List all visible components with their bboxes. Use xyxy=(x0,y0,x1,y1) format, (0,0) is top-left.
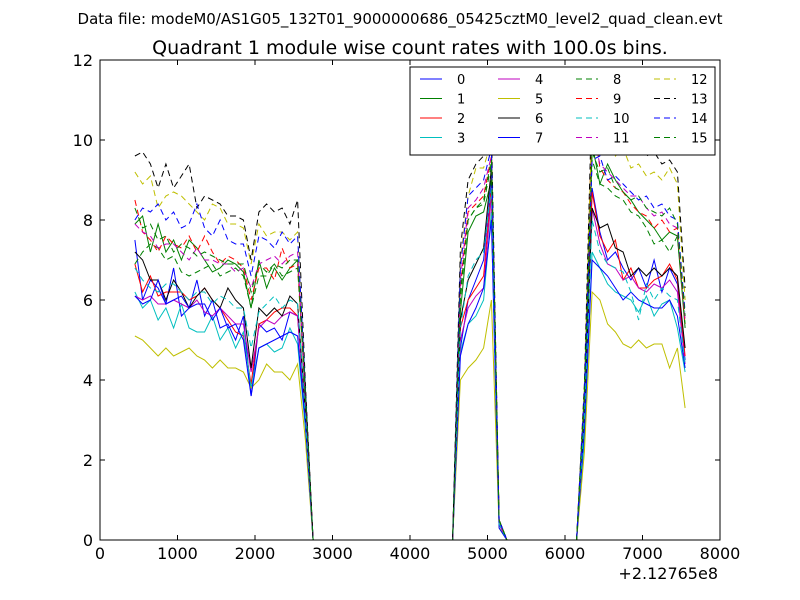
legend-label-1: 1 xyxy=(457,93,465,108)
x-tick-label: 8000 xyxy=(700,544,741,563)
legend-label-11: 11 xyxy=(613,132,630,147)
series-line-15 xyxy=(134,151,686,541)
axis-ticks: 0 1000 2000 3000 4000 5000 6000 7000 80000246810… xyxy=(73,51,741,563)
legend-label-0: 0 xyxy=(457,73,465,88)
legend-label-3: 3 xyxy=(457,132,465,147)
legend-label-5: 5 xyxy=(535,93,543,108)
chart-title: Quadrant 1 module wise count rates with … xyxy=(152,37,668,59)
x-tick-label: 2000 xyxy=(235,544,276,563)
chart-suptitle: Data file: modeM0/AS1G05_132T01_90000006… xyxy=(78,10,723,29)
legend-label-10: 10 xyxy=(613,112,630,127)
y-tick-label: 2 xyxy=(83,451,93,470)
y-tick-label: 8 xyxy=(83,211,93,230)
y-tick-label: 4 xyxy=(83,371,93,390)
y-tick-label: 10 xyxy=(73,131,93,150)
legend-label-6: 6 xyxy=(535,112,543,127)
x-tick-label: 0 xyxy=(95,544,105,563)
legend-label-2: 2 xyxy=(457,112,465,127)
x-tick-label: 7000 xyxy=(622,544,663,563)
legend-label-9: 9 xyxy=(613,93,621,108)
series-line-8 xyxy=(134,159,686,541)
legend-label-15: 15 xyxy=(691,132,708,147)
legend-label-8: 8 xyxy=(613,73,621,88)
x-tick-label: 5000 xyxy=(467,544,508,563)
x-tick-label: 4000 xyxy=(390,544,431,563)
x-tick-label: 1000 xyxy=(157,544,198,563)
legend-label-7: 7 xyxy=(535,132,543,147)
y-tick-label: 0 xyxy=(83,531,93,550)
x-tick-label: 3000 xyxy=(312,544,353,563)
legend-label-4: 4 xyxy=(535,73,543,88)
legend-label-14: 14 xyxy=(691,112,708,127)
legend-box xyxy=(409,66,716,156)
y-tick-label: 12 xyxy=(73,51,93,70)
legend-label-13: 13 xyxy=(691,93,708,108)
legend-label-12: 12 xyxy=(691,73,708,88)
series-line-14 xyxy=(134,147,686,541)
x-tick-label: 6000 xyxy=(545,544,586,563)
y-tick-label: 6 xyxy=(83,291,93,310)
x-offset-label: +2.12765e8 xyxy=(618,564,718,583)
